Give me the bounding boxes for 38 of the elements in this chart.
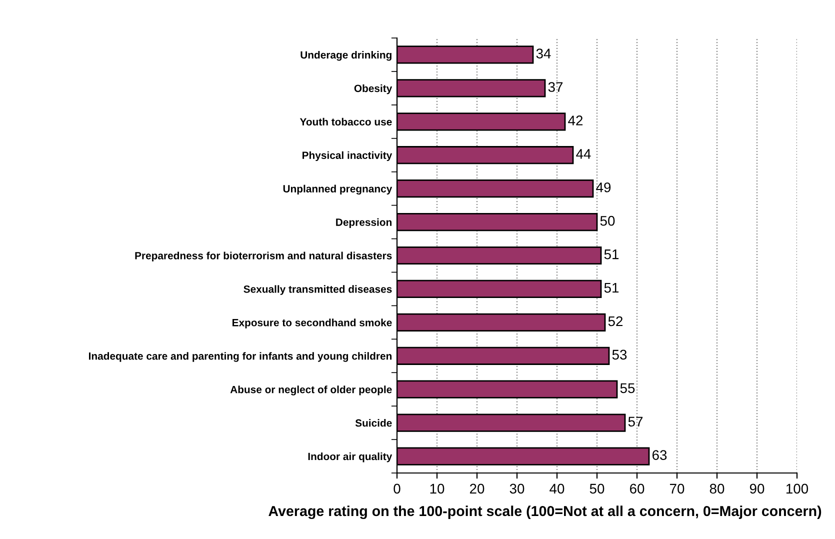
y-tick-label: Exposure to secondhand smoke	[232, 318, 392, 328]
y-tick-label: Physical inactivity	[302, 151, 392, 162]
data-label: 49	[596, 182, 611, 192]
data-label: 37	[548, 82, 563, 92]
y-tick-label: Sexually transmitted diseases	[244, 285, 392, 295]
x-tick-label: 80	[710, 484, 724, 494]
y-tick-label: Suicide	[355, 419, 392, 427]
x-tick-label: 50	[590, 484, 604, 494]
x-tick-label: 40	[550, 484, 564, 494]
data-label: 52	[608, 316, 623, 326]
y-tick-label: Unplanned pregnancy	[283, 184, 392, 195]
data-label: 50	[600, 216, 615, 226]
x-tick-label: 70	[670, 484, 684, 494]
y-tick-label: Depression	[336, 218, 392, 228]
x-tick-label: 60	[630, 484, 644, 494]
x-tick-label: 100	[786, 484, 808, 494]
x-axis-title: Average rating on the 100-point scale (100=Not at all a concern, 0=Major concern)	[268, 506, 822, 520]
y-tick-label: Underage drinking	[300, 50, 392, 61]
y-tick-label: Preparedness for bioterrorism and natural disasters	[135, 252, 392, 262]
data-label: 53	[612, 350, 627, 360]
y-tick-label: Youth tobacco use	[300, 118, 392, 126]
x-tick-label: 90	[750, 484, 764, 494]
y-tick-label: Indoor air quality	[308, 452, 392, 462]
data-label: 55	[620, 383, 635, 394]
data-label: 42	[568, 116, 583, 126]
x-tick-label: 10	[430, 484, 444, 494]
data-label: 57	[628, 416, 643, 427]
data-label: 51	[604, 250, 619, 260]
y-tick-label: Inadequate care and parenting for infants and young children	[89, 352, 392, 362]
x-tick-label: 30	[510, 484, 524, 494]
data-label: 34	[536, 48, 551, 58]
x-tick-label: 20	[470, 484, 484, 494]
data-label: 63	[652, 450, 667, 460]
data-label: 44	[576, 149, 591, 159]
y-tick-label: Abuse or neglect of older people	[230, 386, 392, 396]
y-tick-label: Obesity	[354, 84, 392, 94]
data-label: 51	[604, 283, 619, 293]
x-tick-label: 0	[394, 484, 400, 494]
